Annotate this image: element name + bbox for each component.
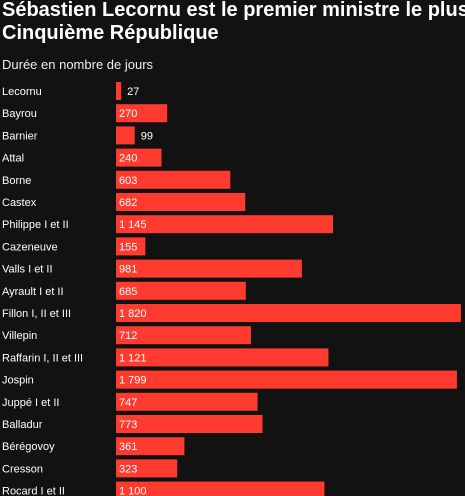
category-label: Attal xyxy=(2,153,24,165)
bar-row: Juppé I et II 747 xyxy=(2,392,258,411)
bar xyxy=(116,304,461,322)
category-label: Ayrault I et II xyxy=(2,286,64,298)
bar-row: Valls I et II 981 xyxy=(2,259,302,278)
value-label: 603 xyxy=(119,175,137,187)
bar-row: Bayrou 270 xyxy=(2,104,168,123)
category-label: Philippe I et II xyxy=(2,219,69,231)
value-label: 1 145 xyxy=(119,219,147,231)
value-label: 323 xyxy=(119,463,137,475)
bar-row: Castex 682 xyxy=(2,193,246,211)
bar-row: Barnier 99 xyxy=(2,126,153,145)
bar xyxy=(116,348,329,367)
value-label: 99 xyxy=(141,130,153,142)
bar xyxy=(116,126,135,145)
bar xyxy=(116,437,185,456)
title-line-2: Cinquième République xyxy=(2,22,219,44)
category-label: Barnier xyxy=(2,130,38,142)
value-label: 270 xyxy=(119,108,137,120)
category-label: Cazeneuve xyxy=(2,241,58,253)
bar-row: Villepin 712 xyxy=(2,326,251,345)
bar-row: Philippe I et II 1 145 xyxy=(2,215,333,234)
category-label: Valls I et II xyxy=(2,264,53,276)
bar xyxy=(116,370,457,389)
value-label: 155 xyxy=(119,241,137,253)
value-label: 773 xyxy=(119,419,137,431)
bar-row: Rocard I et II 1 100 xyxy=(2,481,325,496)
bar xyxy=(116,148,162,167)
value-label: 682 xyxy=(119,197,137,209)
bar xyxy=(116,326,251,345)
bar-row: Ayrault I et II 685 xyxy=(2,281,246,300)
category-label: Balladur xyxy=(2,419,43,431)
bar-row: Cresson 323 xyxy=(2,459,178,478)
bar-row: Raffarin I, II et III 1 121 xyxy=(2,348,329,367)
category-label: Jospin xyxy=(2,375,34,387)
value-label: 27 xyxy=(127,86,139,98)
bar xyxy=(116,459,178,478)
category-label: Juppé I et II xyxy=(2,397,59,409)
bar xyxy=(116,392,258,411)
bar-row: Balladur 773 xyxy=(2,415,263,433)
value-label: 981 xyxy=(119,264,137,276)
bar xyxy=(116,104,168,123)
value-label: 685 xyxy=(119,286,137,298)
category-label: Castex xyxy=(2,197,37,209)
value-label: 1 121 xyxy=(119,352,147,364)
value-label: 1 820 xyxy=(119,308,147,320)
category-label: Bérégovoy xyxy=(2,441,55,453)
category-label: Villepin xyxy=(2,330,37,342)
category-label: Lecornu xyxy=(2,86,42,98)
value-label: 1 100 xyxy=(119,486,147,496)
bar xyxy=(116,237,146,256)
bar xyxy=(116,259,302,278)
bar-row: Attal 240 xyxy=(2,148,162,167)
chart-subtitle: Durée en nombre de jours xyxy=(2,57,154,72)
bar-row: Cazeneuve 155 xyxy=(2,237,146,256)
category-label: Cresson xyxy=(2,463,43,475)
category-label: Fillon I, II et III xyxy=(2,308,71,320)
bar xyxy=(116,415,263,433)
category-label: Bayrou xyxy=(2,108,37,120)
bar-row: Fillon I, II et III 1 820 xyxy=(2,304,461,322)
value-label: 1 799 xyxy=(119,375,147,387)
value-label: 240 xyxy=(119,153,137,165)
title-line-1: Sébastien Lecornu est le premier ministr… xyxy=(2,0,465,21)
category-label: Raffarin I, II et III xyxy=(2,352,83,364)
bar xyxy=(116,281,246,300)
category-label: Rocard I et II xyxy=(2,486,65,496)
bar xyxy=(116,481,325,496)
bar-row: Borne 603 xyxy=(2,170,231,189)
category-label: Borne xyxy=(2,175,31,187)
chart-title: Sébastien Lecornu est le premier ministr… xyxy=(2,0,465,45)
bar xyxy=(116,193,246,211)
value-label: 712 xyxy=(119,330,137,342)
bar xyxy=(116,170,231,189)
value-label: 747 xyxy=(119,397,137,409)
bar xyxy=(116,82,122,100)
bar xyxy=(116,215,333,234)
bar-row: Bérégovoy 361 xyxy=(2,437,185,456)
bar-row: Jospin 1 799 xyxy=(2,370,457,389)
value-label: 361 xyxy=(119,441,137,453)
bar-row: Lecornu 27 xyxy=(2,82,139,100)
